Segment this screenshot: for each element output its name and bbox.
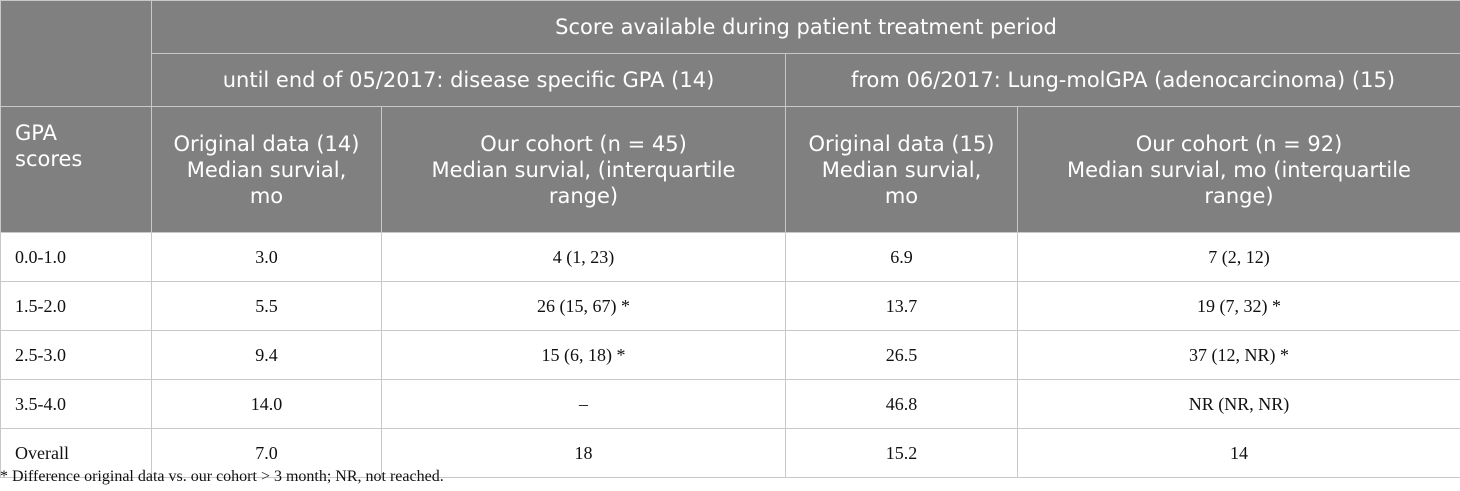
column-header-our-cohort-92: Our cohort (n = 92) Median survial, mo (… (1016, 106, 1460, 233)
table-cell: 26.5 (785, 330, 1018, 380)
row-label: 3.5-4.0 (0, 379, 152, 429)
table-cell: 13.7 (785, 281, 1018, 331)
header-empty-corner (0, 0, 152, 107)
table-cell: NR (NR, NR) (1016, 379, 1460, 429)
header-row-groups: until end of 05/2017: disease specific G… (1, 53, 1460, 107)
table-cell: 19 (7, 32) * (1016, 281, 1460, 331)
table-row: 0.0-1.0 3.0 4 (1, 23) 6.9 7 (2, 12) (0, 232, 1460, 282)
table-header: Score available during patient treatment… (0, 0, 1460, 233)
table-footnote: * Difference original data vs. our cohor… (0, 468, 444, 485)
table-cell: 3.0 (151, 232, 382, 282)
header-row-span: Score available during patient treatment… (0, 0, 1460, 107)
table-cell: 14.0 (151, 379, 382, 429)
header-group-right: from 06/2017: Lung-molGPA (adenocarcinom… (784, 53, 1460, 107)
survival-table: Score available during patient treatment… (0, 0, 1460, 478)
table-cell: 9.4 (151, 330, 382, 380)
column-header-original-data-15: Original data (15) Median survial, mo (785, 106, 1018, 233)
table-row: 1.5-2.0 5.5 26 (15, 67) * 13.7 19 (7, 32… (0, 281, 1460, 331)
table-body: 0.0-1.0 3.0 4 (1, 23) 6.9 7 (2, 12) 1.5-… (0, 232, 1460, 478)
row-label: 0.0-1.0 (0, 232, 152, 282)
table-cell: 4 (1, 23) (381, 232, 786, 282)
table-cell: 26 (15, 67) * (381, 281, 786, 331)
column-header-gpa-scores: GPA scores (0, 106, 152, 233)
table-row: 2.5-3.0 9.4 15 (6, 18) * 26.5 37 (12, NR… (0, 330, 1460, 380)
header-span-title: Score available during patient treatment… (150, 0, 1460, 54)
row-label: 2.5-3.0 (0, 330, 152, 380)
table-cell: – (381, 379, 786, 429)
table-cell: 37 (12, NR) * (1016, 330, 1460, 380)
table-cell: 15.2 (785, 428, 1018, 478)
row-label: Overall (0, 428, 152, 478)
table-cell: 15 (6, 18) * (381, 330, 786, 380)
table-row: 3.5-4.0 14.0 – 46.8 NR (NR, NR) (0, 379, 1460, 429)
table-cell: 46.8 (785, 379, 1018, 429)
table-cell: 5.5 (151, 281, 382, 331)
column-header-original-data-14: Original data (14) Median survial, mo (151, 106, 382, 233)
header-group-left: until end of 05/2017: disease specific G… (151, 53, 786, 107)
table-cell: 7 (2, 12) (1016, 232, 1460, 282)
table-row: Overall 7.0 18 15.2 14 (0, 428, 1460, 478)
header-row-columns: GPA scores Original data (14) Median sur… (0, 106, 1460, 233)
table-cell: 18 (381, 428, 786, 478)
table-cell: 6.9 (785, 232, 1018, 282)
row-label: 1.5-2.0 (0, 281, 152, 331)
column-header-our-cohort-45: Our cohort (n = 45) Median survial, (int… (381, 106, 786, 233)
table-cell: 14 (1016, 428, 1460, 478)
